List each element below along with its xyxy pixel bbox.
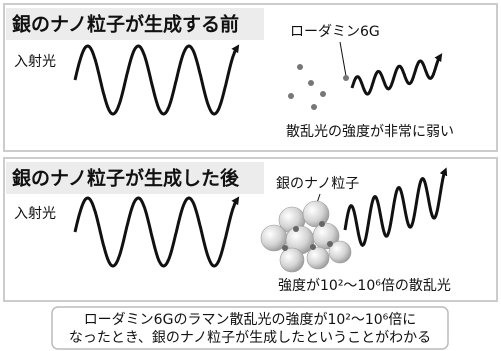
incident-label: 入射光 xyxy=(14,54,56,70)
incident-label: 入射光 xyxy=(14,206,56,222)
particle-label: 銀のナノ粒子 xyxy=(276,176,359,192)
caption-line: ローダミン6Gのラマン散乱光の強度が10²～10⁶倍に xyxy=(84,312,417,328)
caption-line: なったとき、銀のナノ粒子が生成したということがわかる xyxy=(69,330,431,346)
panel-title: 銀のナノ粒子が生成した後 xyxy=(12,167,240,190)
result-label: 散乱光の強度が非常に弱い xyxy=(286,124,454,140)
diagram: 銀のナノ粒子が生成する前 入射光 ローダミン6G 散乱光の強度が非常に弱い 銀の… xyxy=(0,0,501,351)
molecule-label: ローダミン6G xyxy=(290,24,380,40)
result-label: 強度が10²～10⁶倍の散乱光 xyxy=(278,278,451,294)
panel-title: 銀のナノ粒子が生成する前 xyxy=(12,13,239,36)
